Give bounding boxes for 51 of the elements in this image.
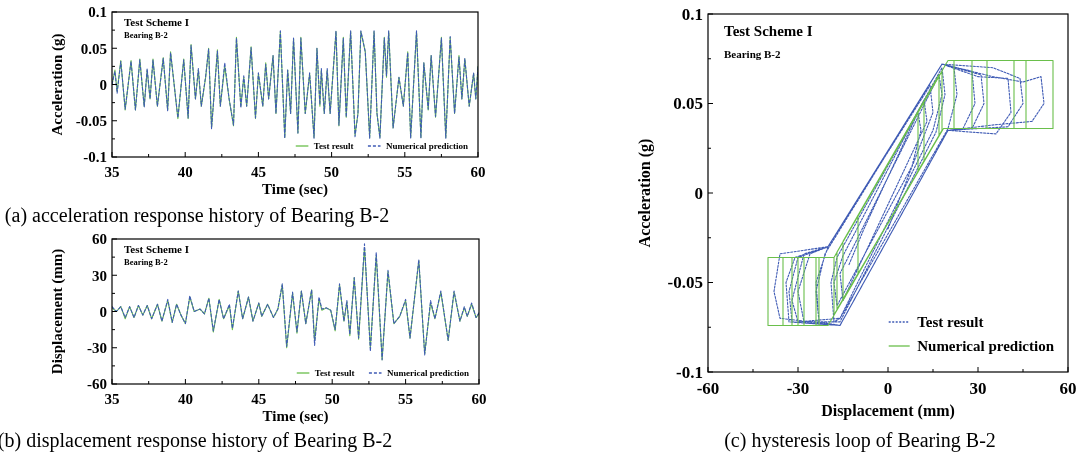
y-tick-label: -30	[87, 340, 107, 356]
x-axis-title: Time (sec)	[262, 408, 329, 425]
x-tick-label: -30	[786, 379, 810, 398]
y-tick-label: -0.05	[75, 113, 107, 129]
x-tick-label: 60	[470, 164, 486, 180]
x-tick-label: 40	[177, 164, 193, 180]
x-tick-label: 60	[471, 391, 487, 407]
x-tick-label: 45	[250, 164, 266, 180]
y-tick-label: 60	[92, 231, 107, 248]
text: (c) hysteresis loop of Bearing B-2	[724, 429, 996, 452]
y-tick-label: 0	[99, 303, 107, 320]
annotation: Bearing B-2	[124, 29, 168, 40]
annotation: Test Scheme I	[124, 16, 189, 28]
y-tick-label: 0.1	[88, 4, 107, 21]
x-axis-title: Time (sec)	[262, 181, 328, 198]
legend-label: Numerical prediction	[917, 338, 1055, 355]
y-axis-title: Acceleration (g)	[636, 138, 654, 248]
legend-label: Numerical prediction	[386, 368, 469, 379]
legend-label: Test result	[314, 368, 355, 379]
y-tick-label: 0.05	[80, 40, 107, 57]
y-tick-label: 0.05	[673, 94, 703, 114]
x-tick-label: -60	[696, 379, 720, 398]
legend-label: Test result	[917, 314, 984, 331]
y-axis-title: Displacement (mm)	[49, 248, 66, 375]
legend-label: Test result	[313, 141, 354, 152]
x-tick-label: 55	[397, 164, 413, 180]
x-tick-label: 60	[1059, 379, 1077, 398]
x-tick-label: 35	[104, 391, 120, 407]
x-tick-label: 55	[398, 391, 414, 407]
y-tick-label: -0.1	[83, 149, 107, 166]
annotation: Bearing B-2	[124, 256, 168, 267]
annotation: Test Scheme I	[724, 23, 813, 39]
y-tick-label: 0.1	[681, 4, 703, 24]
x-tick-label: 30	[969, 379, 987, 398]
y-tick-label: -0.1	[676, 362, 703, 382]
x-tick-label: 50	[324, 391, 340, 407]
y-axis-title: Acceleration (g)	[49, 33, 66, 136]
x-tick-label: 40	[177, 391, 193, 407]
y-tick-label: 30	[92, 267, 107, 284]
legend-label: Numerical prediction	[385, 141, 468, 152]
annotation: Test Scheme I	[124, 243, 189, 255]
annotation: Bearing B-2	[724, 48, 782, 60]
x-tick-label: 35	[104, 164, 120, 180]
x-tick-label: 50	[324, 164, 340, 180]
y-tick-label: 0	[99, 76, 107, 93]
y-tick-label: -0.05	[667, 273, 703, 293]
text: (a) acceleration response history of Bearing B-2	[4, 204, 390, 227]
x-tick-label: 0	[883, 379, 893, 398]
x-tick-label: 45	[251, 391, 267, 407]
x-axis-title: Displacement (mm)	[821, 402, 955, 420]
y-tick-label: 0	[694, 183, 703, 203]
